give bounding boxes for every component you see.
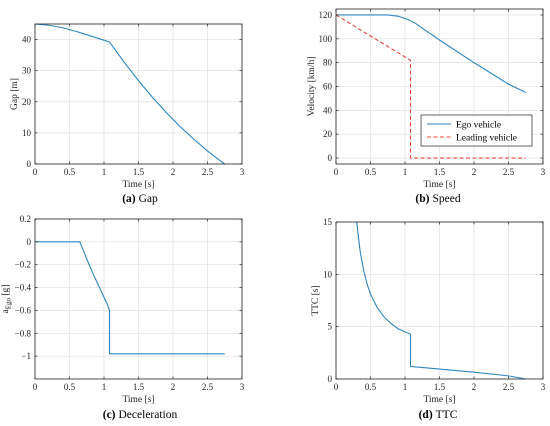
x-tick-label: 2 [472, 382, 477, 392]
legend-entry: Leading vehicle [456, 134, 517, 144]
y-tick-label: 30 [22, 66, 32, 76]
y-tick-label: −0.8 [15, 328, 32, 338]
x-tick-label: 3 [240, 167, 245, 177]
y-tick-label: 40 [22, 35, 32, 45]
y-tick-label: 80 [323, 58, 333, 68]
x-tick-label: 3 [240, 382, 245, 392]
series-line-decel [35, 241, 225, 355]
x-axis-label: Time [s] [122, 395, 154, 405]
x-tick-label: 1 [403, 382, 408, 392]
caption: (a) Gap [122, 193, 158, 205]
x-tick-label: 0.5 [64, 167, 76, 177]
x-tick-label: 1 [102, 382, 107, 392]
legend: Ego vehicle Leading vehicle [420, 114, 533, 147]
x-tick-label: 0 [33, 167, 38, 177]
y-tick-label: −0.2 [15, 260, 31, 270]
x-tick-label: 0.5 [365, 382, 377, 392]
x-tick-label: 0 [334, 167, 339, 177]
x-tick-label: 2.5 [503, 382, 515, 392]
x-tick-label: 2.5 [202, 167, 214, 177]
y-tick-label: −1 [21, 351, 31, 361]
caption-text: Gap [139, 193, 158, 205]
y-tick-label: 20 [323, 129, 333, 139]
y-axis-label: TTC [s] [311, 285, 321, 315]
caption-text: Speed [432, 193, 460, 205]
x-tick-label: 3 [541, 382, 546, 392]
caption: (d) TTC [419, 409, 458, 421]
caption-letter: (b) [415, 193, 429, 205]
x-tick-label: 1 [102, 167, 107, 177]
panel-decel: 0 0.5 1 1.5 2 2.5 3 −1 −0.8 −0.6 −0.4 −0.2 0 0.2 Time … [1, 214, 245, 421]
legend-box [420, 114, 533, 147]
x-tick-label: 2.5 [202, 382, 214, 392]
y-tick-label: 0 [27, 237, 32, 247]
x-tick-label: 2.5 [503, 167, 515, 177]
y-axis-label: aEgo [g] [1, 285, 13, 314]
y-tick-label: 0.2 [20, 214, 31, 224]
y-tick-label: 0 [328, 153, 333, 163]
series-line-ttc [356, 221, 526, 380]
y-tick-label: 15 [323, 217, 333, 227]
y-tick-label: 10 [323, 269, 333, 279]
series-line-ego-vehicle [336, 14, 526, 93]
y-tick-label: 100 [319, 34, 333, 44]
y-tick-label: 0 [27, 159, 32, 169]
x-tick-label: 1 [403, 167, 408, 177]
x-tick-label: 0.5 [64, 382, 76, 392]
y-tick-label: 60 [323, 82, 333, 92]
y-tick-label: 120 [319, 10, 333, 20]
legend-entry: Ego vehicle [456, 121, 501, 131]
y-axis-label-main: a [1, 308, 11, 313]
y-axis-label: Velocity [km/h] [307, 57, 317, 117]
caption-letter: (a) [122, 193, 136, 205]
panel-speed: 0 0.5 1 1.5 2 2.5 3 0 20 40 60 80 100 120 Time [s] Velo… [307, 8, 546, 205]
x-tick-label: 0 [33, 382, 38, 392]
y-tick-label: 40 [323, 105, 333, 115]
series-line-gap [34, 23, 226, 165]
series-line-leading-vehicle [335, 14, 526, 159]
x-tick-label: 1.5 [133, 167, 145, 177]
caption-text: Deceleration [119, 409, 178, 421]
x-tick-label: 2 [472, 167, 477, 177]
caption: (c) Deceleration [103, 409, 178, 421]
y-tick-label: 5 [328, 322, 333, 332]
y-tick-label: 20 [22, 97, 32, 107]
y-tick-label: 10 [22, 128, 32, 138]
x-tick-label: 3 [541, 167, 546, 177]
caption-letter: (c) [103, 409, 116, 421]
x-axis-label: Time [s] [122, 180, 154, 190]
x-axis-label: Time [s] [423, 180, 455, 190]
y-tick-label: −0.6 [15, 305, 32, 315]
panel-ttc: 0 0.5 1 1.5 2 2.5 3 0 5 10 15 Time [s] TTC [s] (d) TTC [311, 217, 546, 421]
caption-letter: (d) [419, 409, 433, 421]
x-tick-label: 0 [334, 382, 339, 392]
y-axis-label-sub: Ego [5, 297, 13, 309]
caption: (b) Speed [415, 193, 460, 205]
y-axis-label-unit: [g] [1, 285, 11, 298]
y-tick-label: −0.4 [15, 283, 32, 293]
caption-text: TTC [436, 409, 458, 421]
x-tick-label: 1.5 [434, 167, 446, 177]
x-tick-label: 1.5 [434, 382, 446, 392]
x-axis-label: Time [s] [423, 395, 455, 405]
x-tick-label: 1.5 [133, 382, 145, 392]
x-tick-label: 0.5 [365, 167, 377, 177]
x-tick-label: 2 [171, 167, 176, 177]
x-tick-label: 2 [171, 382, 176, 392]
y-axis-label: Gap [m] [10, 78, 20, 110]
y-tick-label: 0 [328, 374, 333, 384]
